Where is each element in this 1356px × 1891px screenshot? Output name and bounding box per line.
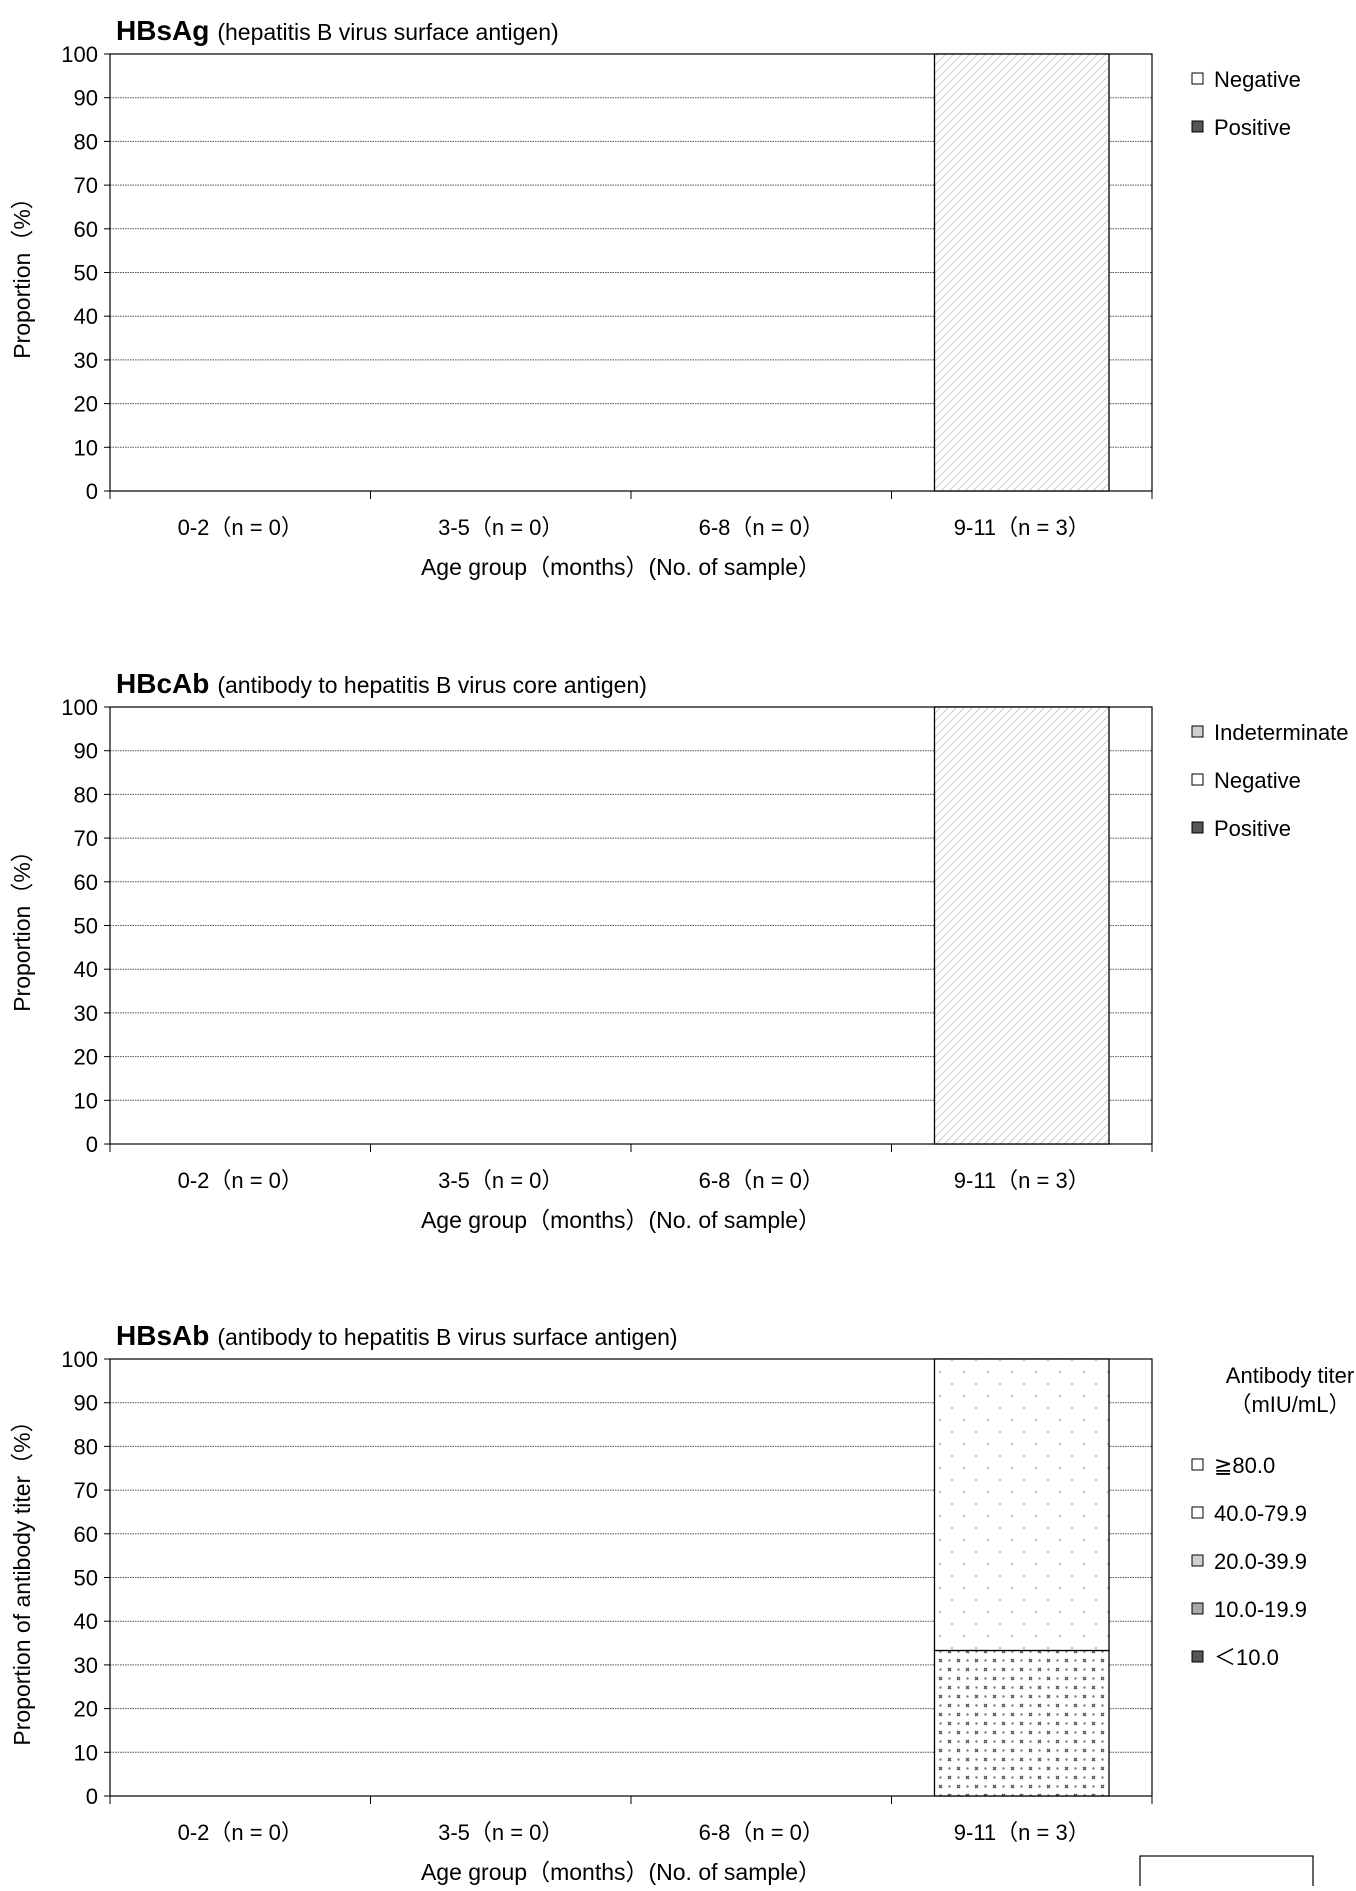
legend-label: Negative [1214, 768, 1301, 793]
chart-title-bold: HBsAg [116, 15, 209, 46]
legend-swatch [1191, 1554, 1204, 1567]
legend-swatch [1191, 72, 1204, 85]
legend-label: ≧80.0 [1214, 1453, 1275, 1478]
legend-swatch [1191, 1602, 1204, 1615]
x-tick-label: 3-5（n = 0） [438, 1168, 563, 1193]
chart-title-bold: HBcAb [116, 668, 209, 699]
legend-label: Indeterminate [1214, 720, 1349, 745]
y-tick-label: 40 [74, 1609, 98, 1634]
page-box [1139, 1855, 1314, 1891]
legend-label: ＜10.0 [1214, 1645, 1279, 1670]
legend-swatch [1191, 1650, 1204, 1663]
y-tick-label: 0 [86, 1132, 98, 1157]
legend-label: Negative [1214, 67, 1301, 92]
x-tick-label: 0-2（n = 0） [178, 1820, 303, 1845]
x-tick-label: 9-11（n = 3） [954, 1820, 1090, 1845]
chart-title: HBcAb (antibody to hepatitis B virus core… [116, 668, 647, 699]
y-tick-label: 20 [74, 1045, 98, 1070]
legend-label: 20.0-39.9 [1214, 1549, 1307, 1574]
bar-segment [933, 706, 1110, 1145]
y-tick-label: 60 [74, 870, 98, 895]
x-tick-label: 9-11（n = 3） [954, 1168, 1090, 1193]
chart-title: HBsAb (antibody to hepatitis B virus surf… [116, 1320, 678, 1351]
legend-swatch [1191, 120, 1204, 133]
x-axis-label: Age group（months）(No. of sample） [421, 554, 821, 580]
x-tick-label: 0-2（n = 0） [178, 1168, 303, 1193]
chart-title-sub: (hepatitis B virus surface antigen) [217, 19, 558, 45]
y-tick-label: 10 [74, 1740, 98, 1765]
legend-label: 40.0-79.9 [1214, 1501, 1307, 1526]
y-tick-label: 100 [61, 695, 98, 720]
y-tick-label: 0 [86, 1784, 98, 1809]
x-axis-label: Age group（months）(No. of sample） [421, 1859, 821, 1885]
x-tick-label: 6-8（n = 0） [699, 1168, 824, 1193]
chart-hbsab: HBsAb (antibody to hepatitis B virus surf… [9, 1320, 1354, 1885]
y-tick-label: 60 [74, 1522, 98, 1547]
y-tick-label: 80 [74, 129, 98, 154]
chart-title-bold: HBsAb [116, 1320, 209, 1351]
chart-hbsag: HBsAg (hepatitis B virus surface antigen)… [9, 15, 1301, 580]
chart-title-sub: (antibody to hepatitis B virus core anti… [217, 672, 647, 698]
y-tick-label: 20 [74, 392, 98, 417]
y-tick-label: 90 [74, 739, 98, 764]
y-tick-label: 50 [74, 261, 98, 286]
y-axis-label: Proportion（%） [9, 839, 35, 1012]
legend-title: （mIU/mL） [1229, 1392, 1350, 1417]
legend-label: Positive [1214, 816, 1291, 841]
x-tick-label: 3-5（n = 0） [438, 1820, 563, 1845]
chart-title: HBsAg (hepatitis B virus surface antigen) [116, 15, 559, 46]
legend-swatch [1191, 773, 1204, 786]
y-tick-label: 40 [74, 957, 98, 982]
bar-segment [933, 53, 1110, 492]
bar-segment [933, 1358, 1110, 1652]
legend-label: Positive [1214, 115, 1291, 140]
y-tick-label: 10 [74, 1088, 98, 1113]
y-tick-label: 90 [74, 1391, 98, 1416]
legend-label: 10.0-19.9 [1214, 1597, 1307, 1622]
legend-swatch [1191, 1506, 1204, 1519]
y-axis-label: Proportion（%） [9, 186, 35, 359]
x-tick-label: 3-5（n = 0） [438, 515, 563, 540]
legend-title: Antibody titer [1226, 1363, 1354, 1388]
y-tick-label: 70 [74, 1478, 98, 1503]
y-axis-label: Proportion of antibody titer（%） [9, 1409, 35, 1745]
y-tick-label: 20 [74, 1697, 98, 1722]
y-tick-label: 70 [74, 826, 98, 851]
x-tick-label: 6-8（n = 0） [699, 515, 824, 540]
y-tick-label: 40 [74, 304, 98, 329]
y-tick-label: 0 [86, 479, 98, 504]
y-tick-label: 30 [74, 1653, 98, 1678]
y-tick-label: 30 [74, 348, 98, 373]
chart-title-sub: (antibody to hepatitis B virus surface a… [217, 1324, 677, 1350]
x-tick-label: 6-8（n = 0） [699, 1820, 824, 1845]
legend-swatch [1191, 1458, 1204, 1471]
y-tick-label: 70 [74, 173, 98, 198]
y-tick-label: 100 [61, 1347, 98, 1372]
x-axis-label: Age group（months）(No. of sample） [421, 1207, 821, 1233]
y-tick-label: 100 [61, 42, 98, 67]
legend-swatch [1191, 821, 1204, 834]
y-tick-label: 60 [74, 217, 98, 242]
y-tick-label: 80 [74, 782, 98, 807]
y-tick-label: 80 [74, 1434, 98, 1459]
bar-segment [933, 1649, 1110, 1797]
y-tick-label: 90 [74, 86, 98, 111]
y-tick-label: 10 [74, 435, 98, 460]
chart-hbcab: HBcAb (antibody to hepatitis B virus core… [9, 668, 1349, 1233]
y-tick-label: 50 [74, 1566, 98, 1591]
y-tick-label: 30 [74, 1001, 98, 1026]
y-tick-label: 50 [74, 914, 98, 939]
x-tick-label: 0-2（n = 0） [178, 515, 303, 540]
legend-swatch [1191, 725, 1204, 738]
x-tick-label: 9-11（n = 3） [954, 515, 1090, 540]
